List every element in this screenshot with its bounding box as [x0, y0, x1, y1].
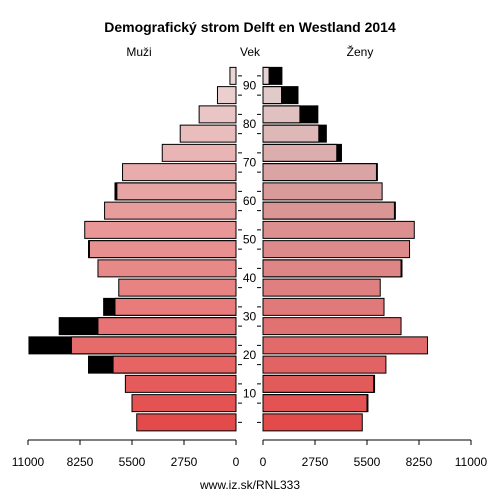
- age-tick-label: 90: [243, 79, 257, 93]
- female-x-tick-label: 8250: [406, 455, 433, 469]
- female-bar-outline-65-69: [262, 163, 378, 182]
- female-x-tick-label: 11000: [455, 455, 488, 469]
- age-tick-label: 60: [243, 194, 257, 208]
- female-bar-outline-40-44: [262, 259, 403, 278]
- female-bar-85-89: [262, 86, 283, 105]
- male-bar-10-14: [124, 374, 237, 393]
- male-bar-40-44: [97, 259, 237, 278]
- female-x-tick-label: 5500: [354, 455, 381, 469]
- male-bar-90-94: [229, 66, 237, 85]
- female-bar-outline-70-74: [262, 143, 342, 162]
- male-bar-25-29: [97, 317, 237, 336]
- female-bar-outline-80-84: [262, 105, 319, 124]
- male-bar-outline-30-34: [103, 297, 237, 316]
- female-bar-25-29: [262, 317, 402, 336]
- age-header: Vek: [240, 45, 261, 59]
- female-bar-30-34: [262, 297, 385, 316]
- male-bar-20-24: [70, 336, 237, 355]
- female-bar-70-74: [262, 143, 338, 162]
- age-tick-label: 30: [243, 310, 257, 324]
- age-tick-label: 40: [243, 271, 257, 285]
- female-bar-outline-10-14: [262, 374, 376, 393]
- female-bar-45-49: [262, 240, 411, 259]
- male-bar-30-34: [114, 297, 237, 316]
- age-tick-label: 80: [243, 117, 257, 131]
- female-bar-65-69: [262, 163, 377, 182]
- bars-group: [28, 66, 429, 432]
- male-bar-5-9: [131, 394, 237, 413]
- age-tick-label: 70: [243, 156, 257, 170]
- chart-title: Demografický strom Delft en Westland 201…: [104, 19, 396, 35]
- female-x-axis: 0 2750 5500 8250 11000: [260, 439, 488, 469]
- male-x-tick-label: 5500: [119, 455, 146, 469]
- male-bar-35-39: [118, 278, 237, 297]
- age-axis: 10 20 30 40 50 60 70 80 90: [238, 75, 261, 423]
- female-bar-40-44: [262, 259, 402, 278]
- female-header: Ženy: [347, 44, 374, 59]
- male-bar-outline-25-29: [58, 317, 237, 336]
- female-bar-90-94: [262, 66, 270, 85]
- source-label: www.iz.sk/RNL333: [199, 478, 300, 492]
- male-bar-55-59: [104, 201, 237, 220]
- male-bar-outline-15-19: [88, 355, 237, 374]
- male-bar-65-69: [122, 163, 237, 182]
- female-bar-outline-55-59: [262, 201, 396, 220]
- male-bar-outline-60-64: [114, 182, 237, 201]
- female-bar-80-84: [262, 105, 301, 124]
- female-x-tick-label: 0: [260, 455, 267, 469]
- male-bar-75-79: [179, 124, 237, 143]
- male-bar-45-49: [88, 240, 237, 259]
- male-header: Muži: [126, 45, 151, 59]
- male-bar-50-54: [84, 220, 237, 239]
- male-bar-15-19: [112, 355, 237, 374]
- male-bar-80-84: [198, 105, 237, 124]
- male-bar-outline-20-24: [28, 336, 237, 355]
- female-bar-outline-75-79: [262, 124, 327, 143]
- female-bar-60-64: [262, 182, 383, 201]
- female-x-tick-label: 2750: [302, 455, 329, 469]
- female-bar-10-14: [262, 374, 375, 393]
- female-bar-55-59: [262, 201, 395, 220]
- male-bar-60-64: [116, 182, 237, 201]
- male-x-tick-label: 2750: [171, 455, 198, 469]
- female-bar-outline-5-9: [262, 394, 369, 413]
- age-tick-label: 50: [243, 233, 257, 247]
- female-bar-outline-90-94: [262, 66, 283, 85]
- male-x-axis: 11000 8250 5500 2750 0: [12, 439, 240, 469]
- male-bar-outline-45-49: [88, 240, 237, 259]
- male-x-tick-label: 8250: [67, 455, 94, 469]
- male-bar-70-74: [161, 143, 237, 162]
- female-bar-15-19: [262, 355, 387, 374]
- female-bar-35-39: [262, 278, 381, 297]
- male-x-tick-label: 11000: [12, 455, 45, 469]
- male-bar-85-89: [216, 86, 237, 105]
- female-bar-50-54: [262, 220, 415, 239]
- female-bar-outline-85-89: [262, 86, 299, 105]
- female-bar-5-9: [262, 394, 368, 413]
- male-bar-0-4: [136, 413, 237, 432]
- age-tick-label: 10: [243, 387, 257, 401]
- female-bar-75-79: [262, 124, 320, 143]
- male-x-tick-label: 0: [233, 455, 240, 469]
- age-tick-label: 20: [243, 348, 257, 362]
- female-bar-20-24: [262, 336, 429, 355]
- female-bar-0-4: [262, 413, 363, 432]
